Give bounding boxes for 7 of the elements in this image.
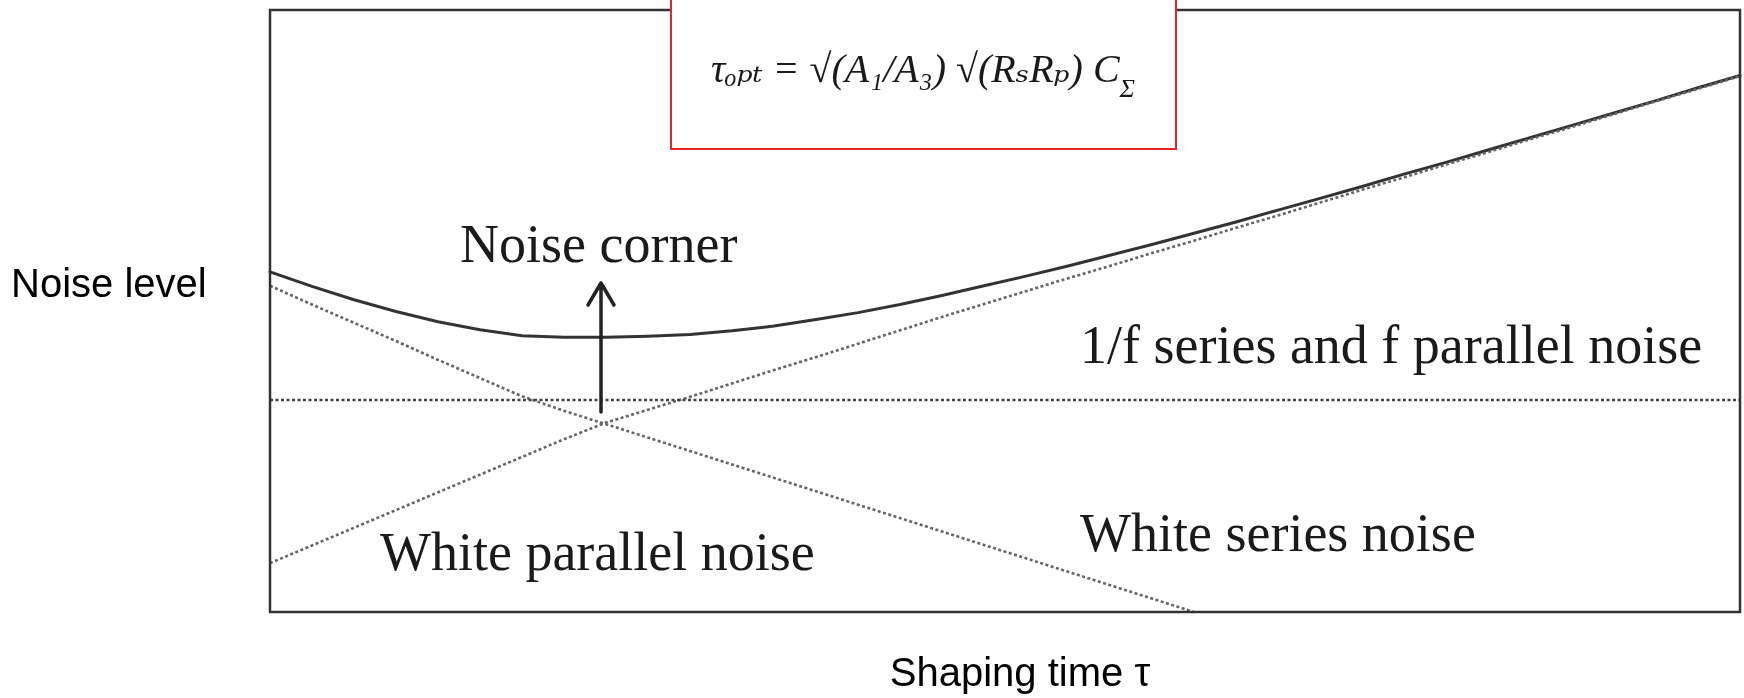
series-label: White series noise (1079, 503, 1476, 564)
series-label: White parallel noise (379, 521, 815, 582)
series-label: 1/f series and f parallel noise (1079, 314, 1703, 375)
annotation: Noise corner (460, 214, 738, 274)
y-axis-title: Noise level (11, 261, 207, 305)
annotation: τₒₚₜ = √(A₁/A₃) √(RₛRₚ) C$_{Σ}$ (710, 46, 1136, 103)
x-axis-title: Shaping time τ (889, 650, 1151, 694)
